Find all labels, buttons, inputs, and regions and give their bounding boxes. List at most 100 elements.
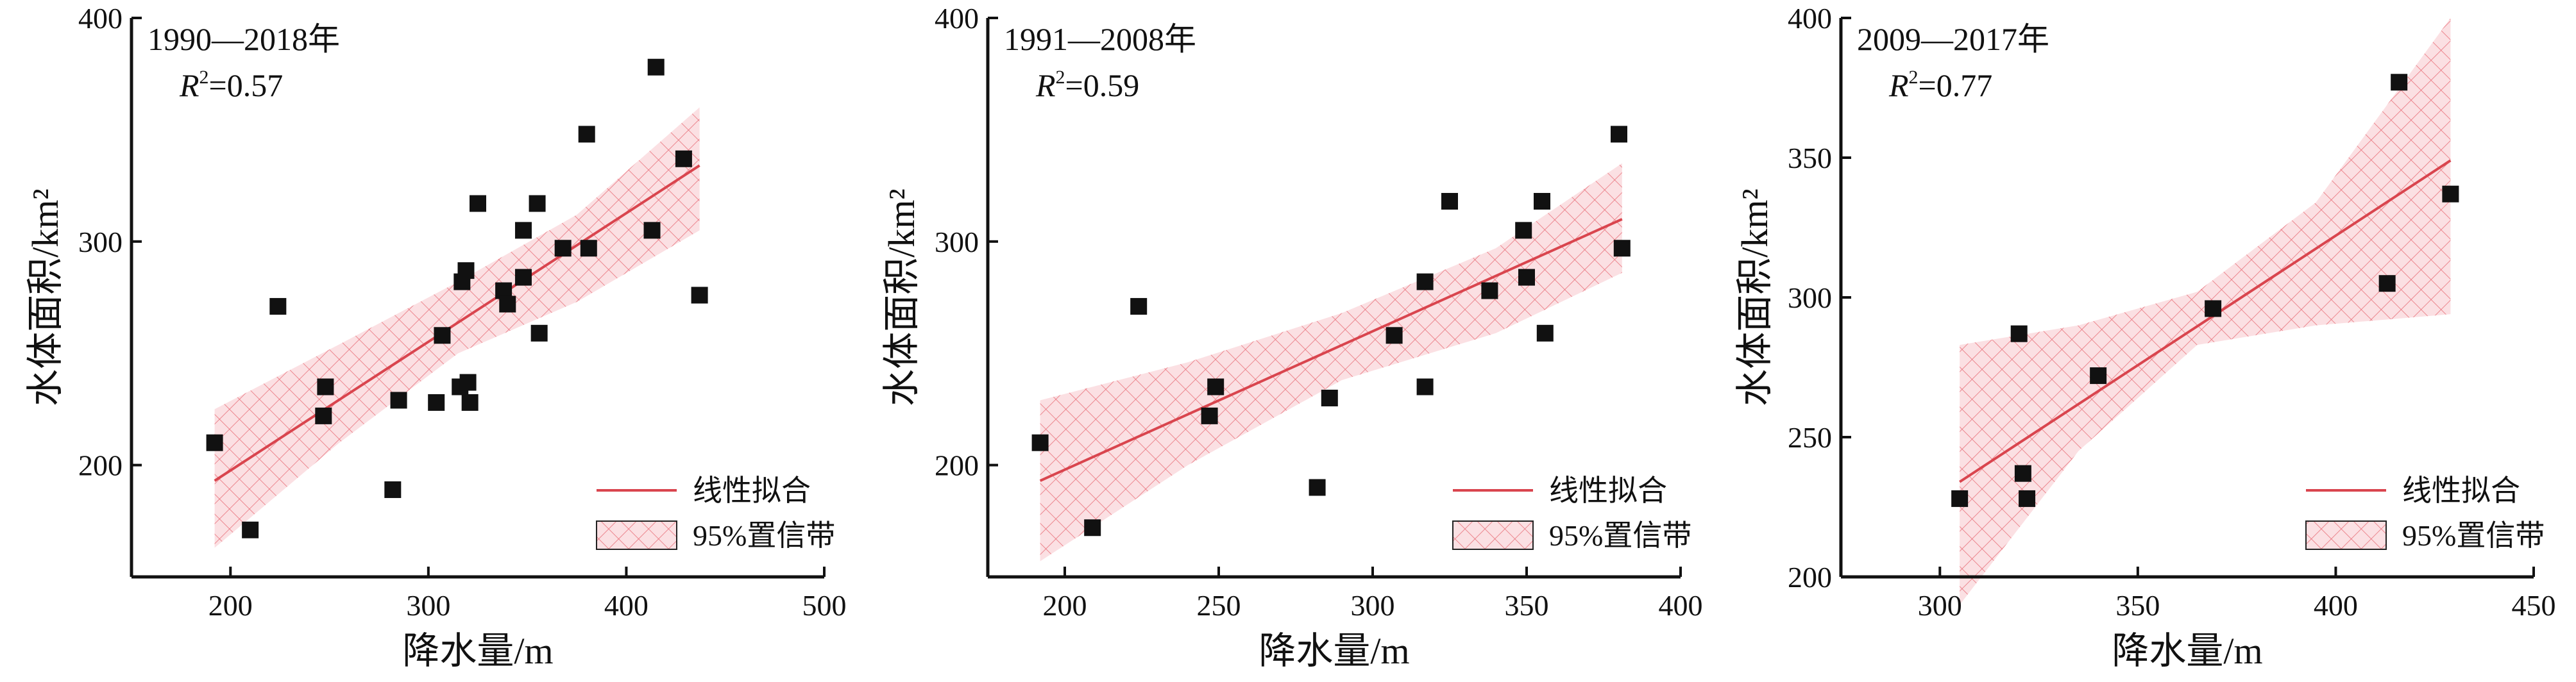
data-point	[317, 378, 334, 395]
x-tick-label: 250	[1197, 589, 1241, 622]
data-point	[1309, 479, 1326, 496]
r-squared-symbol: R	[1888, 67, 1909, 103]
data-point	[514, 269, 532, 286]
data-point	[457, 262, 475, 279]
r-squared-label: R2=0.59	[1035, 67, 1139, 103]
x-tick-label: 200	[208, 589, 253, 622]
x-tick-label: 300	[1918, 589, 1962, 622]
r-squared-value: =0.77	[1919, 67, 1993, 103]
data-point	[580, 240, 597, 257]
data-point	[643, 222, 661, 239]
chart-title: 1990—2018年	[148, 21, 340, 57]
r-squared-superscript: 2	[1909, 67, 1919, 88]
r-squared-symbol: R	[1035, 67, 1056, 103]
data-point	[514, 222, 532, 239]
data-point	[554, 240, 572, 257]
data-point	[1613, 240, 1631, 257]
chart-panel-1: 200 300 400 200 300 400 500 降水量/m 水体面积/km² 1990—2…	[24, 2, 847, 672]
data-point	[1515, 222, 1532, 239]
x-axis-label: 降水量/m	[402, 630, 553, 672]
legend-band-label: 95%置信带	[1549, 519, 1691, 552]
y-tick-label: 350	[1788, 142, 1832, 174]
data-point	[1481, 282, 1498, 299]
data-point	[530, 324, 548, 342]
r-squared-label: R2=0.57	[179, 67, 283, 103]
x-tick-label: 200	[1043, 589, 1087, 622]
x-tick-label: 350	[2115, 589, 2160, 622]
legend-fit-label: 线性拟合	[1549, 474, 1667, 507]
data-point	[1951, 490, 1969, 507]
data-point	[2010, 325, 2028, 342]
r-squared-symbol: R	[179, 67, 199, 103]
y-axis-label: 水体面积/km²	[24, 188, 66, 406]
x-tick-label: 450	[2512, 589, 2556, 622]
fit-line	[1039, 218, 1623, 482]
confidence-band	[214, 107, 700, 548]
data-point	[1416, 273, 1434, 290]
x-tick-label: 300	[406, 589, 450, 622]
y-tick-label: 400	[78, 2, 123, 35]
data-point	[578, 126, 595, 143]
y-tick-label: 250	[1788, 421, 1832, 454]
x-tick-label: 400	[604, 589, 648, 622]
x-tick-label: 500	[802, 589, 847, 622]
x-tick-label: 300	[1351, 589, 1395, 622]
chart-panel-2: 200 300 400 200 250 300 350 400 降水量/m 水体面积/km² 199…	[881, 2, 1703, 672]
data-point	[1534, 193, 1550, 210]
x-tick-label: 400	[2314, 589, 2358, 622]
y-tick-label: 200	[935, 449, 979, 482]
legend-fit-label: 线性拟合	[693, 474, 811, 507]
data-point	[1084, 519, 1101, 536]
chart-title: 2009—2017年	[1857, 21, 2049, 57]
chart-panel-3: 200 250 300 350 400 300 350 400 450 降水量/m 水体面积/km²…	[1734, 2, 2556, 672]
data-point	[1031, 434, 1049, 451]
data-point	[1518, 269, 1535, 286]
data-point	[1321, 389, 1338, 406]
r-squared-superscript: 2	[1056, 67, 1065, 88]
r-squared-value: =0.59	[1065, 67, 1140, 103]
x-axis-label: 降水量/m	[2112, 630, 2262, 672]
data-point	[675, 150, 692, 167]
chart-title: 1991—2008年	[1004, 21, 1196, 57]
fit-line	[214, 164, 700, 482]
data-point	[1207, 378, 1224, 395]
data-point	[2391, 74, 2408, 91]
r-squared-value: =0.57	[209, 67, 284, 103]
data-point	[315, 407, 332, 424]
data-point	[1441, 193, 1458, 210]
y-axis-label: 水体面积/km²	[1734, 188, 1775, 406]
data-point	[1201, 407, 1218, 424]
confidence-band	[1040, 163, 1622, 561]
y-axis-label: 水体面积/km²	[881, 188, 922, 406]
data-point	[1385, 327, 1403, 344]
legend-band-swatch	[2305, 520, 2387, 550]
legend-fit-label: 线性拟合	[2402, 474, 2520, 507]
data-point	[2019, 490, 2036, 507]
data-point	[459, 374, 477, 391]
y-tick-label: 300	[935, 226, 979, 258]
y-tick-label: 400	[935, 2, 979, 35]
data-point	[2205, 300, 2222, 317]
r-squared-superscript: 2	[199, 67, 209, 88]
x-tick-label: 350	[1505, 589, 1549, 622]
data-point	[461, 394, 479, 411]
data-point	[529, 195, 546, 212]
data-point	[470, 195, 486, 212]
data-point	[390, 392, 407, 409]
data-point	[2090, 367, 2107, 385]
legend-band-swatch	[1452, 520, 1534, 550]
y-tick-label: 400	[1788, 2, 1832, 35]
data-point	[1416, 378, 1434, 395]
x-axis-label: 降水量/m	[1258, 630, 1409, 672]
y-tick-label: 200	[78, 449, 123, 482]
data-point	[434, 327, 451, 344]
y-tick-label: 300	[78, 226, 123, 258]
legend-band-label: 95%置信带	[2402, 519, 2545, 552]
x-tick-label: 400	[1659, 589, 1703, 622]
y-tick-label: 200	[1788, 561, 1832, 594]
y-tick-label: 300	[1788, 281, 1832, 314]
data-point	[1130, 297, 1148, 315]
data-point	[384, 481, 402, 498]
fit-line	[1959, 159, 2452, 483]
data-point	[242, 521, 259, 538]
